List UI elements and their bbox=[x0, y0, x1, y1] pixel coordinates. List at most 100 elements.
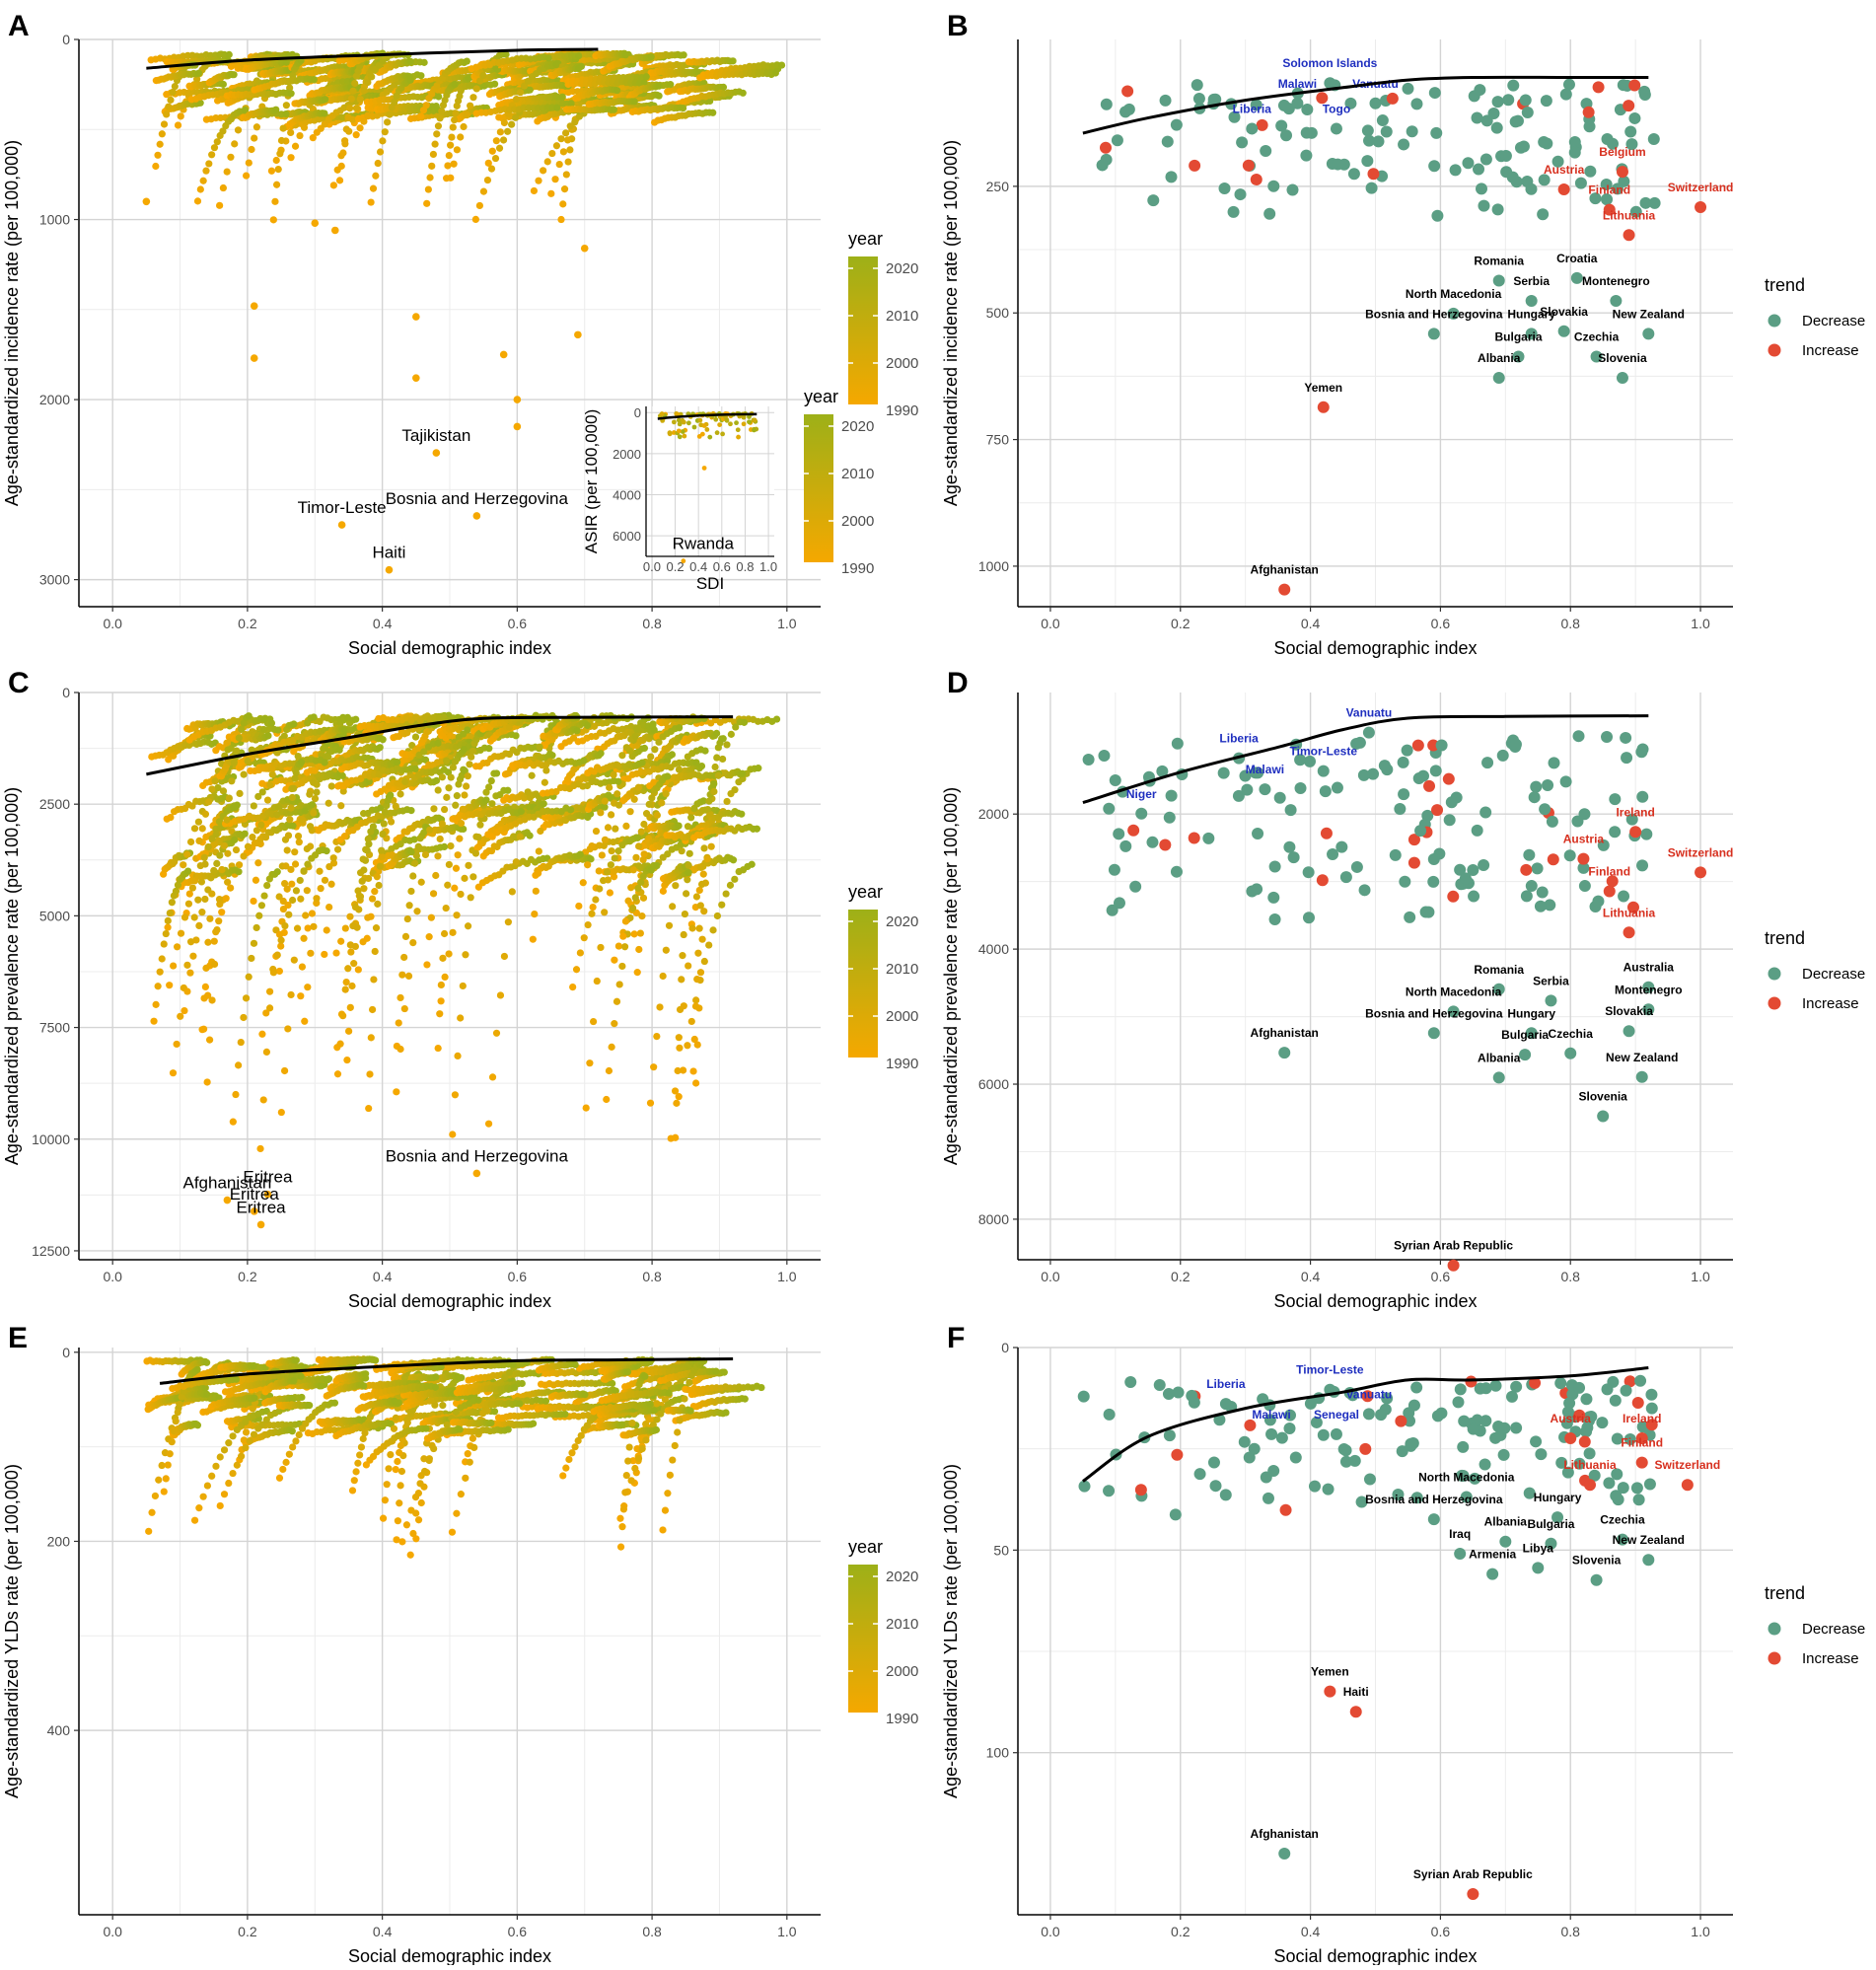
data-point bbox=[460, 123, 467, 130]
data-point bbox=[270, 216, 277, 223]
point-cloud bbox=[148, 49, 786, 223]
data-point bbox=[338, 163, 345, 170]
data-point bbox=[443, 905, 450, 912]
data-point bbox=[197, 185, 204, 192]
data-point bbox=[564, 136, 571, 143]
data-point bbox=[336, 177, 343, 183]
inset-point bbox=[702, 466, 707, 471]
data-point bbox=[666, 922, 673, 929]
legend-label: 1990 bbox=[841, 560, 874, 577]
data-point bbox=[152, 163, 159, 170]
country-point bbox=[1191, 79, 1203, 91]
data-point bbox=[517, 89, 524, 96]
data-point bbox=[251, 134, 257, 141]
data-point bbox=[448, 133, 455, 140]
data-point bbox=[276, 150, 283, 157]
legend-key-increase bbox=[1768, 344, 1781, 357]
country-point bbox=[1522, 107, 1534, 118]
data-point bbox=[772, 69, 779, 76]
data-point bbox=[187, 839, 194, 845]
x-tick-label: 0.8 bbox=[642, 1269, 662, 1284]
country-point bbox=[1515, 142, 1527, 154]
legend-label: 2000 bbox=[841, 513, 874, 530]
country-point bbox=[1575, 178, 1587, 189]
data-point bbox=[258, 902, 265, 909]
data-point bbox=[360, 117, 367, 124]
data-point bbox=[426, 174, 433, 181]
country-label: Yemen bbox=[1304, 381, 1342, 395]
country-point bbox=[1363, 135, 1375, 147]
country-point bbox=[1219, 182, 1231, 194]
data-point bbox=[480, 188, 487, 195]
data-point bbox=[290, 720, 297, 727]
y-tick-label: 750 bbox=[986, 432, 1010, 448]
data-point bbox=[497, 128, 504, 135]
data-point bbox=[343, 125, 350, 132]
data-point bbox=[641, 745, 648, 752]
data-point bbox=[202, 811, 209, 818]
country-point bbox=[1162, 136, 1174, 148]
country-point bbox=[1251, 174, 1263, 185]
data-point bbox=[245, 758, 252, 765]
data-point bbox=[605, 824, 612, 831]
data-point bbox=[541, 779, 548, 786]
country-label: Albania bbox=[1478, 351, 1521, 365]
country-label: Finland bbox=[1588, 183, 1630, 197]
data-point bbox=[698, 936, 705, 943]
x-tick-label: 0.6 bbox=[1431, 616, 1451, 631]
x-tick-label: 0.4 bbox=[373, 616, 393, 631]
data-point bbox=[492, 155, 499, 162]
data-point bbox=[246, 974, 253, 981]
country-point bbox=[1584, 166, 1596, 178]
data-point bbox=[407, 58, 414, 65]
data-point bbox=[296, 839, 303, 845]
data-point bbox=[613, 790, 620, 797]
y-tick-label: 250 bbox=[986, 179, 1010, 194]
data-point bbox=[469, 873, 476, 880]
data-point bbox=[634, 969, 641, 976]
data-point bbox=[635, 946, 642, 953]
outlier-point bbox=[331, 227, 339, 235]
data-point bbox=[452, 81, 459, 88]
data-point bbox=[493, 769, 500, 776]
country-label: North Macedonia bbox=[1406, 287, 1502, 301]
data-point bbox=[301, 124, 308, 131]
data-point bbox=[322, 96, 328, 103]
data-point bbox=[654, 812, 661, 819]
country-point bbox=[1428, 160, 1440, 172]
data-point bbox=[566, 146, 573, 153]
data-point bbox=[708, 843, 715, 850]
data-point bbox=[701, 747, 708, 754]
x-tick-label: 0.6 bbox=[508, 616, 528, 631]
x-tick-label: 0.2 bbox=[1171, 616, 1191, 631]
data-point bbox=[297, 992, 304, 999]
data-point bbox=[464, 111, 470, 118]
country-point bbox=[1243, 160, 1255, 172]
data-point bbox=[533, 888, 540, 895]
country-point bbox=[1301, 127, 1313, 139]
data-point bbox=[178, 112, 184, 119]
inset-point bbox=[725, 418, 730, 423]
inset-point bbox=[752, 428, 757, 433]
legend-key-decrease bbox=[1768, 315, 1781, 328]
data-point bbox=[220, 184, 227, 191]
outlier-point bbox=[412, 313, 420, 321]
data-point bbox=[370, 823, 377, 830]
legend-title: trend bbox=[1765, 275, 1805, 295]
data-point bbox=[220, 81, 227, 88]
data-point bbox=[309, 910, 316, 916]
country-point bbox=[1480, 154, 1492, 166]
country-point bbox=[1502, 94, 1514, 106]
data-point bbox=[194, 197, 201, 204]
data-point bbox=[447, 842, 454, 849]
inset-point bbox=[736, 435, 741, 440]
data-point bbox=[485, 160, 492, 167]
data-point bbox=[273, 157, 280, 164]
x-tick-label: 0.0 bbox=[1041, 616, 1060, 631]
data-point bbox=[230, 1119, 237, 1126]
x-tick-label: 0.2 bbox=[238, 1269, 257, 1284]
data-point bbox=[590, 904, 597, 911]
data-point bbox=[200, 1026, 207, 1033]
data-point bbox=[345, 1028, 352, 1035]
country-point bbox=[1649, 197, 1661, 209]
